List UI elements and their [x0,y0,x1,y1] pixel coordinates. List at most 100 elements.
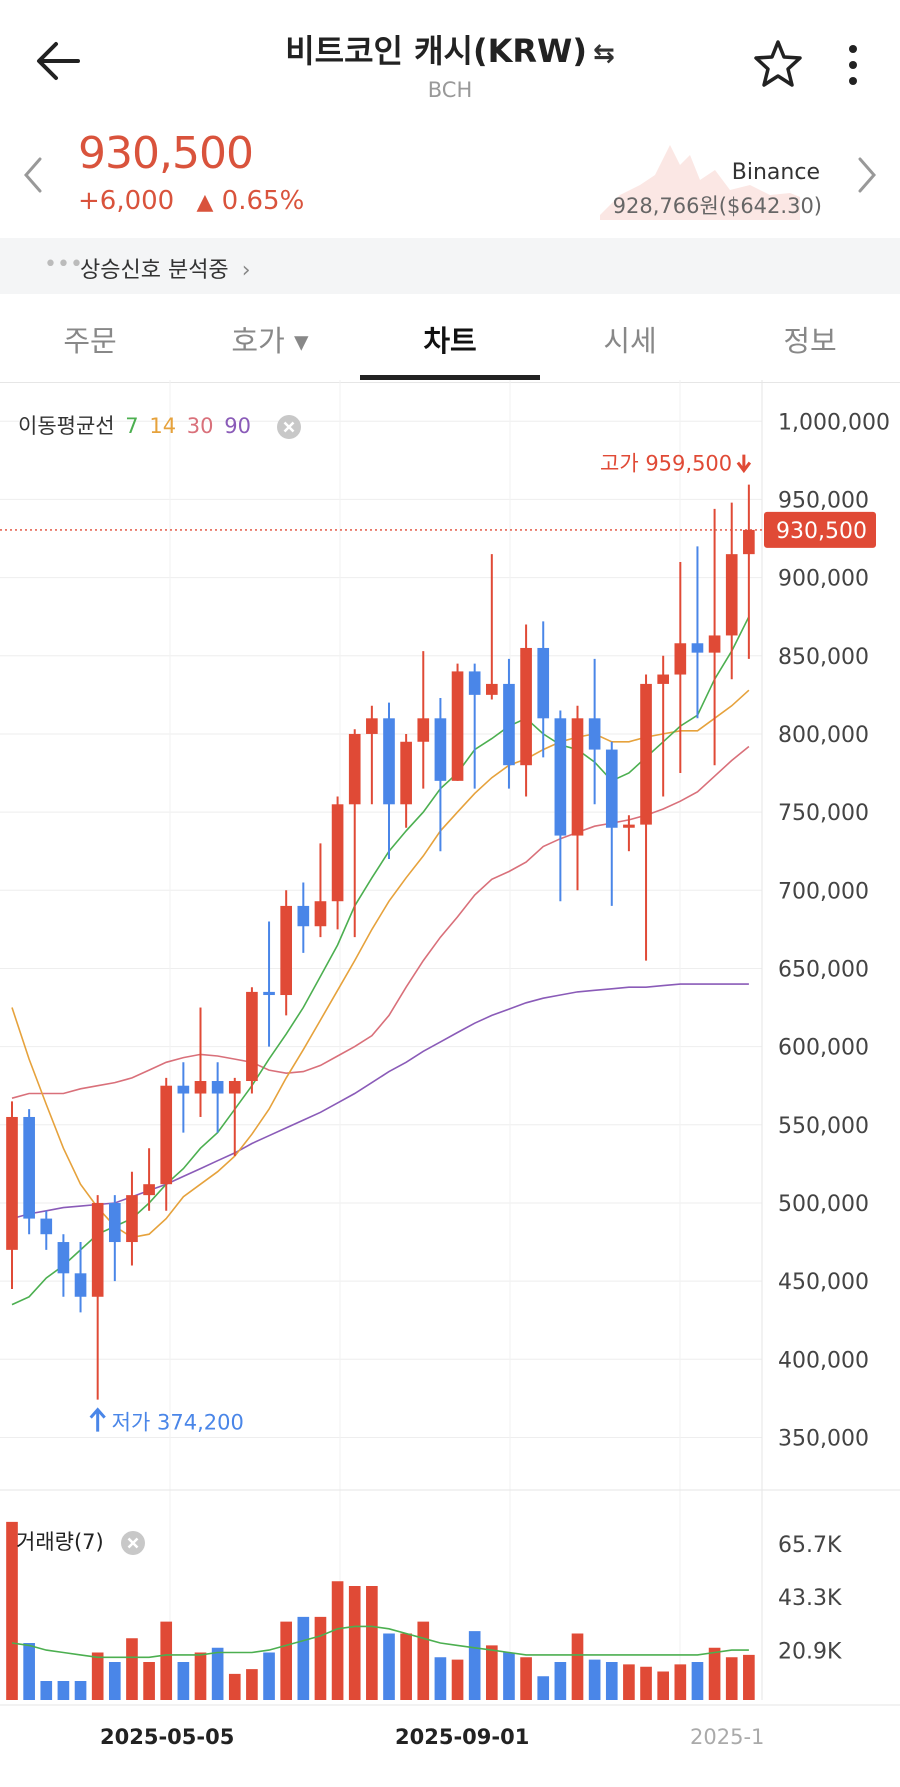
volume-bar[interactable] [211,1647,224,1700]
volume-bar[interactable] [57,1681,70,1700]
back-button[interactable] [30,36,90,86]
candle[interactable] [743,529,755,555]
volume-bar[interactable] [640,1666,652,1700]
volume-bar[interactable] [725,1657,738,1700]
volume-bar[interactable] [40,1681,53,1700]
candle[interactable] [297,905,310,927]
candle[interactable] [691,643,704,653]
candle[interactable] [434,718,447,781]
candle[interactable] [485,683,498,695]
volume-bar[interactable] [348,1586,361,1700]
candle[interactable] [57,1242,70,1274]
candle[interactable] [708,635,721,653]
candle[interactable] [537,647,550,719]
volume-bar[interactable] [657,1671,670,1701]
candle[interactable] [725,554,738,636]
candle[interactable] [383,718,395,805]
volume-bar[interactable] [691,1662,704,1700]
more-menu-button[interactable] [838,40,868,90]
volume-bar[interactable] [537,1676,550,1700]
volume-bar[interactable] [6,1521,18,1700]
candle[interactable] [143,1184,155,1196]
candle[interactable] [554,718,567,836]
candle[interactable] [417,718,430,742]
tab-order[interactable]: 주문 [63,324,117,358]
volume-bar[interactable] [743,1654,755,1700]
candle[interactable] [280,905,293,996]
volume-bar[interactable] [623,1664,635,1700]
candle[interactable] [314,901,327,927]
candle[interactable] [468,671,481,695]
candle[interactable] [246,991,258,1082]
candle[interactable] [228,1081,241,1094]
candle[interactable] [400,741,412,805]
candle[interactable] [160,1085,173,1185]
volume-bar[interactable] [177,1662,190,1700]
candle[interactable] [23,1116,35,1219]
candle[interactable] [657,674,670,684]
volume-bar[interactable] [588,1659,601,1700]
volume-bar[interactable] [314,1616,327,1700]
candle[interactable] [520,647,532,766]
volume-bar[interactable] [708,1647,721,1700]
volume-bar[interactable] [160,1621,173,1700]
candle[interactable] [211,1081,224,1094]
candle[interactable] [674,643,687,675]
candle[interactable] [366,718,378,734]
candle[interactable] [177,1085,190,1094]
volume-bar[interactable] [91,1652,104,1701]
volume-bar[interactable] [297,1616,310,1700]
volume-bar[interactable] [194,1652,207,1701]
candle[interactable] [348,733,361,805]
volume-bar[interactable] [108,1662,121,1700]
volume-bar[interactable] [383,1633,395,1701]
swap-icon[interactable]: ⇆ [592,39,615,69]
volume-bar[interactable] [126,1638,138,1700]
candle[interactable] [605,749,618,828]
candle[interactable] [263,991,275,996]
tab-quotes[interactable]: 시세 [603,324,657,358]
volume-bar[interactable] [263,1652,275,1701]
candle[interactable] [74,1273,87,1297]
volume-bar[interactable] [228,1673,241,1700]
volume-bar[interactable] [520,1657,532,1700]
volume-bar[interactable] [417,1621,430,1700]
volume-bar[interactable] [554,1662,567,1700]
candle[interactable] [40,1218,53,1235]
candle[interactable] [451,671,464,781]
candle[interactable] [194,1081,207,1094]
candle[interactable] [571,718,584,836]
volume-bar[interactable] [485,1645,498,1700]
candle[interactable] [108,1202,121,1243]
candle[interactable] [126,1195,138,1243]
volume-bar[interactable] [434,1657,447,1700]
volume-bar[interactable] [468,1631,481,1700]
volume-bar[interactable] [74,1681,87,1700]
volume-bar[interactable] [23,1643,35,1700]
close-circle-icon[interactable] [120,1530,146,1556]
volume-bar[interactable] [503,1652,515,1701]
favorite-button[interactable] [750,36,806,92]
volume-bar[interactable] [674,1664,687,1700]
candle[interactable] [91,1202,104,1297]
volume-bar[interactable] [571,1633,584,1701]
previous-coin-button[interactable] [18,155,48,195]
candle[interactable] [503,683,515,766]
volume-bar[interactable] [331,1581,344,1700]
volume-bar[interactable] [605,1662,618,1700]
volume-bar[interactable] [366,1586,378,1700]
volume-bar[interactable] [280,1621,293,1700]
tab-orderbook[interactable]: 호가 ▾ [231,324,309,358]
volume-bar[interactable] [246,1669,258,1700]
tab-chart[interactable]: 차트 [423,324,477,358]
next-coin-button[interactable] [852,155,882,195]
candle[interactable] [588,718,601,750]
signal-bar[interactable] [0,238,900,294]
price-chart[interactable]: 1,000,000950,000900,000850,000800,000750… [0,380,900,1780]
tab-info[interactable]: 정보 [783,324,837,358]
candle[interactable] [623,824,635,828]
signal-analysis-link[interactable]: 상승신호 분석중 › [80,252,251,284]
candle[interactable] [331,804,344,902]
volume-bar[interactable] [400,1633,412,1701]
volume-bar[interactable] [451,1659,464,1700]
